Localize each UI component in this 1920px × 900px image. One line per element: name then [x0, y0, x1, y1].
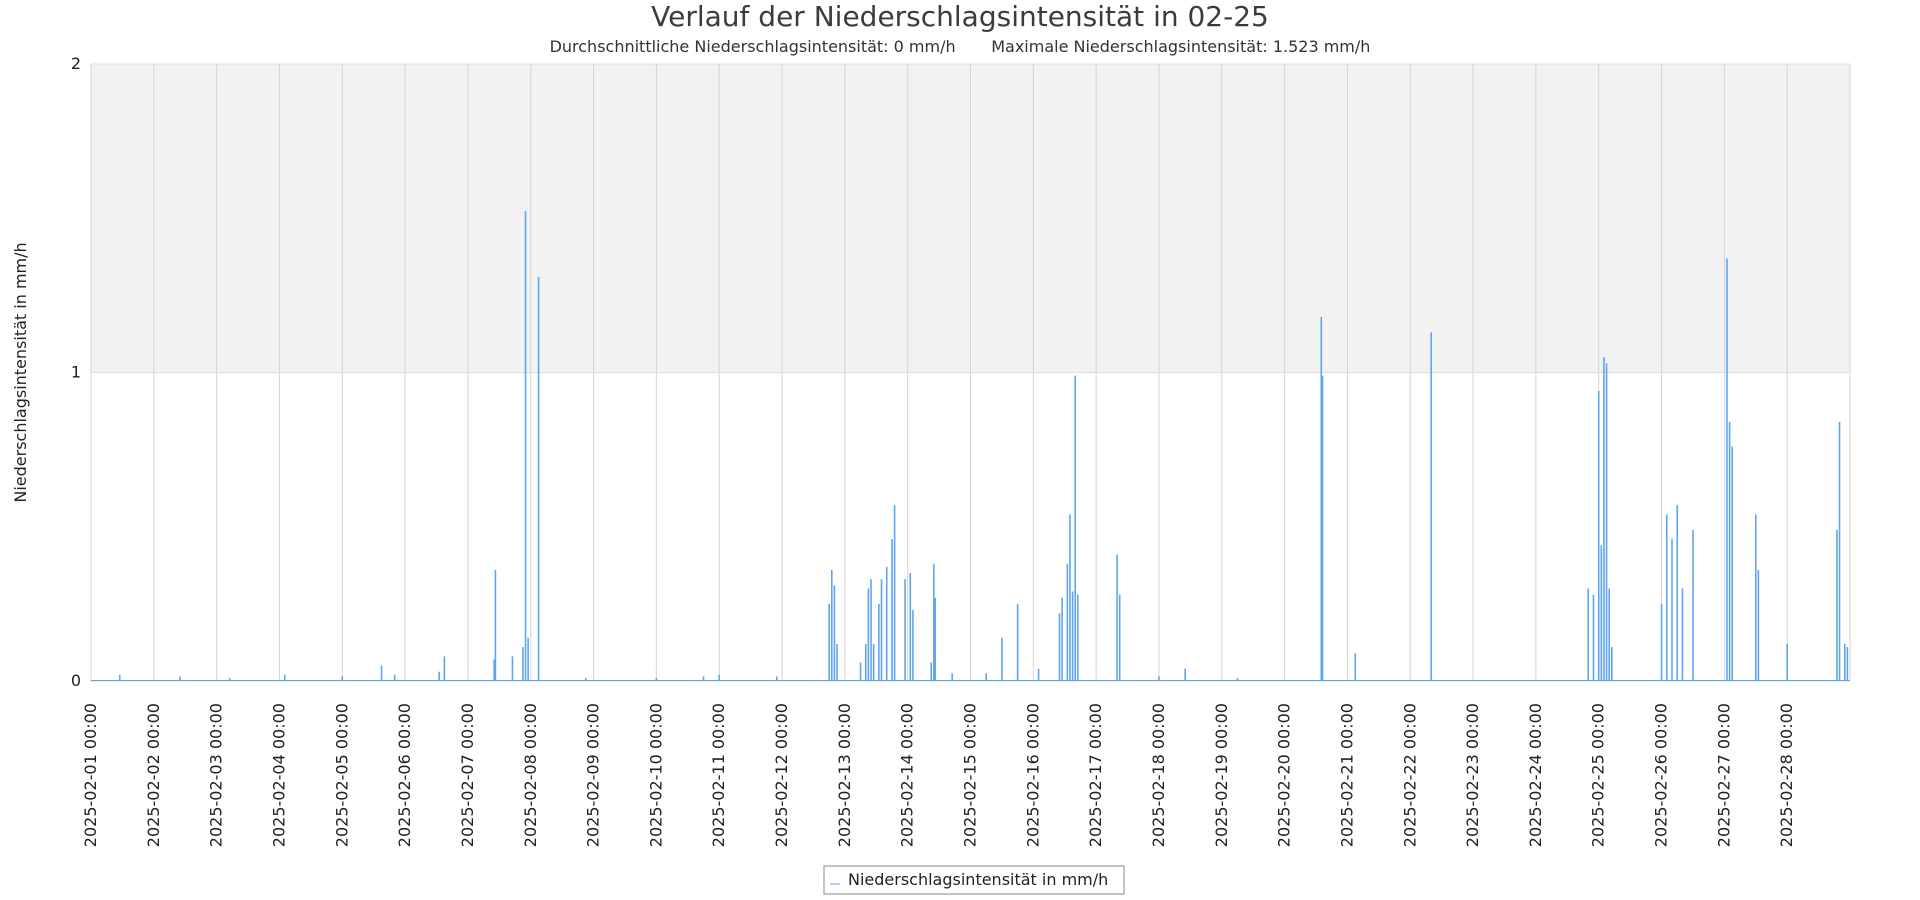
x-tick-label: 2025-02-04 00:00 — [269, 703, 288, 847]
x-tick-label: 2025-02-17 00:00 — [1086, 703, 1105, 847]
x-tick-label: 2025-02-26 00:00 — [1652, 703, 1671, 847]
y-tick-label: 2 — [71, 54, 81, 73]
x-tick-label: 2025-02-18 00:00 — [1149, 703, 1168, 847]
x-tick-label: 2025-02-20 00:00 — [1275, 703, 1294, 847]
x-tick-label: 2025-02-28 00:00 — [1777, 703, 1796, 847]
x-tick-label: 2025-02-19 00:00 — [1212, 703, 1231, 847]
chart-subtitle: Durchschnittliche Niederschlagsintensitä… — [549, 37, 1371, 56]
x-tick-label: 2025-02-14 00:00 — [898, 703, 917, 847]
legend-label: Niederschlagsintensität in mm/h — [848, 870, 1108, 889]
legend-box — [823, 865, 1125, 895]
x-tick-label: 2025-02-01 00:00 — [81, 703, 100, 847]
x-tick-label: 2025-02-06 00:00 — [395, 703, 414, 847]
x-tick-label: 2025-02-16 00:00 — [1023, 703, 1042, 847]
x-tick-label: 2025-02-21 00:00 — [1337, 703, 1356, 847]
x-tick-label: 2025-02-07 00:00 — [458, 703, 477, 847]
x-tick-label: 2025-02-13 00:00 — [835, 703, 854, 847]
y-tick-label: 1 — [71, 363, 81, 382]
chart-title: Verlauf der Niederschlagsintensität in 0… — [651, 0, 1269, 33]
x-tick-label: 2025-02-08 00:00 — [521, 703, 540, 847]
x-tick-label: 2025-02-27 00:00 — [1714, 703, 1733, 847]
x-tick-label: 2025-02-23 00:00 — [1463, 703, 1482, 847]
x-tick-label: 2025-02-03 00:00 — [207, 703, 226, 847]
x-tick-label: 2025-02-25 00:00 — [1589, 703, 1608, 847]
x-tick-label: 2025-02-02 00:00 — [144, 703, 163, 847]
x-tick-label: 2025-02-12 00:00 — [772, 703, 791, 847]
x-tick-label: 2025-02-11 00:00 — [709, 703, 728, 847]
x-tick-label: 2025-02-10 00:00 — [646, 703, 665, 847]
x-tick-label: 2025-02-05 00:00 — [332, 703, 351, 847]
x-tick-label: 2025-02-15 00:00 — [961, 703, 980, 847]
x-tick-label: 2025-02-22 00:00 — [1400, 703, 1419, 847]
y-axis-label: Niederschlagsintensität in mm/h — [11, 242, 30, 502]
x-tick-label: 2025-02-24 00:00 — [1526, 703, 1545, 847]
x-tick-label: 2025-02-09 00:00 — [584, 703, 603, 847]
y-tick-label: 0 — [71, 671, 81, 690]
